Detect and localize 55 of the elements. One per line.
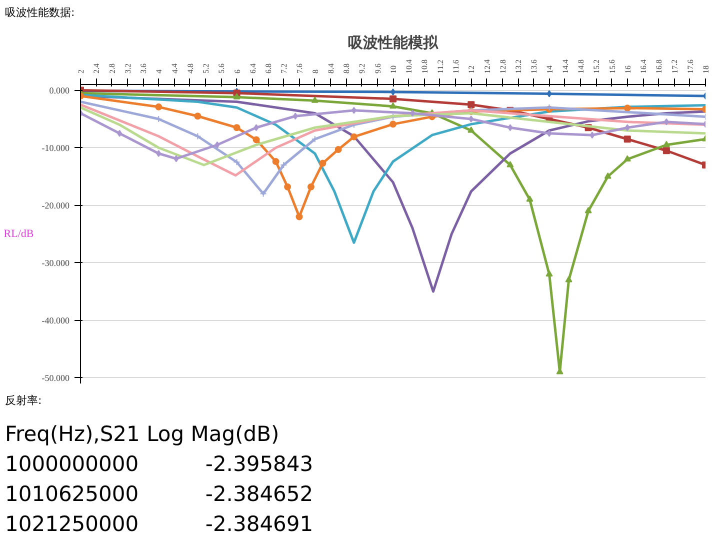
x-tick-label: 13.6	[530, 60, 539, 74]
x-tick-label: 6	[232, 70, 242, 74]
text: 吸波性能数据:	[5, 5, 75, 21]
x-tick-label: 5.2	[202, 64, 210, 74]
y-tick-label: -50.000	[42, 372, 70, 383]
x-tick-label: 12	[467, 66, 476, 74]
x-tick-label: 17.6	[686, 60, 695, 74]
x-tick-label: 13.2	[514, 60, 523, 74]
y-axis-title: RL/dB	[4, 228, 34, 240]
x-tick-label: 15.6	[608, 60, 617, 74]
y-tick-label: -20.000	[42, 200, 70, 210]
x-tick-label: 12.4	[482, 60, 492, 74]
x-tick-label: 11.2	[436, 60, 445, 74]
x-tick-label: 3.6	[139, 64, 148, 74]
x-tick-label: 16.4	[639, 60, 648, 74]
y-tick-label: -10.000	[42, 142, 70, 153]
x-tick-label: 16.8	[654, 60, 664, 74]
x-tick-label: 12.8	[498, 60, 508, 74]
text: 1010625000 -2.384652	[5, 480, 314, 508]
x-tick-label: 4.8	[186, 64, 195, 74]
x-tick-label: 4.4	[170, 64, 180, 74]
x-tick-label: 18	[702, 66, 710, 74]
x-tick-label: 17.2	[670, 60, 680, 74]
y-tick-label: -40.000	[42, 315, 70, 326]
x-tick-label: 10.8	[420, 60, 430, 74]
x-tick-label: 9.6	[373, 64, 382, 74]
x-tick-label: 5.6	[217, 64, 226, 74]
chart-title: 吸波性能模拟	[348, 34, 439, 52]
x-tick-label: 9.2	[358, 64, 367, 74]
x-tick-label: 14	[545, 66, 554, 74]
text: 1000000000 -2.395843	[5, 450, 314, 478]
y-tick-label: 0.000	[49, 85, 70, 96]
x-tick-label: 8.4	[326, 64, 336, 74]
y-tick-label: -30.000	[42, 258, 70, 268]
x-tick-label: 8	[310, 70, 320, 74]
x-tick-label: 2	[76, 70, 86, 74]
x-tick-label: 3.2	[123, 64, 132, 74]
x-tick-label: 10	[389, 66, 398, 74]
x-tick-label: 2.4	[92, 64, 102, 74]
x-tick-label: 7.6	[295, 64, 304, 74]
x-tick-label: 14.8	[576, 60, 586, 74]
x-tick-label: 7.2	[280, 64, 289, 74]
x-tick-label: 8.8	[342, 64, 352, 74]
text: 1021250000 -2.384691	[5, 510, 314, 538]
x-tick-label: 2.8	[108, 64, 117, 74]
x-tick-label: 11.6	[452, 60, 460, 74]
x-tick-label: 14.4	[560, 60, 570, 74]
x-tick-label: 15.2	[592, 60, 602, 74]
x-tick-label: 6.8	[264, 64, 273, 74]
text: 反射率:	[5, 393, 43, 409]
x-tick-label: 16	[623, 66, 632, 74]
text: Freq(Hz),S21 Log Mag(dB)	[5, 420, 280, 448]
x-tick-label: 4	[154, 70, 164, 74]
x-tick-label: 10.4	[404, 60, 414, 74]
x-tick-label: 6.4	[248, 64, 258, 74]
